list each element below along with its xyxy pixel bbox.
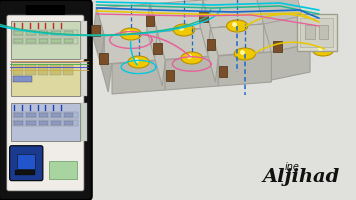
FancyBboxPatch shape — [26, 5, 65, 15]
FancyBboxPatch shape — [50, 65, 61, 75]
FancyBboxPatch shape — [63, 65, 73, 75]
FancyBboxPatch shape — [305, 25, 315, 39]
FancyBboxPatch shape — [12, 30, 78, 36]
FancyBboxPatch shape — [39, 121, 48, 125]
FancyBboxPatch shape — [91, 24, 100, 36]
FancyBboxPatch shape — [11, 62, 80, 96]
Polygon shape — [96, 4, 157, 36]
FancyBboxPatch shape — [39, 39, 48, 43]
FancyBboxPatch shape — [51, 31, 61, 35]
FancyBboxPatch shape — [14, 113, 23, 117]
FancyBboxPatch shape — [12, 112, 78, 118]
FancyBboxPatch shape — [64, 113, 73, 117]
Polygon shape — [256, 0, 302, 24]
Ellipse shape — [305, 16, 326, 28]
FancyBboxPatch shape — [26, 121, 36, 125]
Polygon shape — [208, 28, 218, 82]
FancyBboxPatch shape — [0, 110, 3, 128]
FancyBboxPatch shape — [12, 76, 32, 82]
Ellipse shape — [173, 24, 195, 36]
FancyBboxPatch shape — [12, 38, 78, 44]
FancyBboxPatch shape — [166, 70, 174, 80]
Text: ine: ine — [285, 162, 300, 172]
FancyBboxPatch shape — [273, 40, 282, 51]
FancyBboxPatch shape — [39, 113, 48, 117]
Polygon shape — [203, 0, 264, 28]
FancyBboxPatch shape — [26, 31, 36, 35]
Polygon shape — [104, 32, 157, 64]
Polygon shape — [264, 16, 310, 52]
Polygon shape — [112, 60, 165, 94]
FancyBboxPatch shape — [300, 18, 333, 47]
FancyBboxPatch shape — [64, 39, 73, 43]
Polygon shape — [218, 52, 271, 86]
FancyBboxPatch shape — [81, 103, 87, 141]
Ellipse shape — [313, 44, 334, 56]
FancyBboxPatch shape — [49, 161, 77, 179]
Polygon shape — [157, 28, 218, 60]
FancyBboxPatch shape — [38, 65, 48, 75]
Ellipse shape — [234, 48, 256, 60]
FancyBboxPatch shape — [0, 50, 3, 68]
Ellipse shape — [128, 56, 149, 68]
FancyBboxPatch shape — [39, 31, 48, 35]
Polygon shape — [100, 36, 112, 92]
Polygon shape — [150, 0, 210, 32]
FancyBboxPatch shape — [199, 11, 208, 22]
FancyBboxPatch shape — [64, 31, 73, 35]
Text: Aljihad: Aljihad — [263, 168, 340, 186]
FancyBboxPatch shape — [14, 121, 23, 125]
Polygon shape — [271, 44, 310, 80]
FancyBboxPatch shape — [64, 121, 73, 125]
FancyBboxPatch shape — [14, 31, 23, 35]
FancyBboxPatch shape — [206, 39, 215, 50]
FancyBboxPatch shape — [26, 39, 36, 43]
FancyBboxPatch shape — [81, 62, 87, 96]
Polygon shape — [157, 28, 210, 60]
Ellipse shape — [181, 52, 202, 64]
FancyBboxPatch shape — [17, 154, 35, 169]
FancyBboxPatch shape — [297, 14, 337, 51]
FancyBboxPatch shape — [99, 52, 108, 64]
FancyBboxPatch shape — [319, 25, 328, 39]
Ellipse shape — [226, 20, 248, 32]
Polygon shape — [147, 4, 157, 58]
Polygon shape — [210, 24, 271, 56]
FancyBboxPatch shape — [10, 146, 43, 181]
Polygon shape — [104, 32, 165, 64]
FancyBboxPatch shape — [25, 65, 36, 75]
FancyBboxPatch shape — [51, 121, 61, 125]
FancyBboxPatch shape — [153, 43, 162, 54]
Polygon shape — [210, 24, 264, 56]
FancyBboxPatch shape — [146, 15, 155, 26]
FancyBboxPatch shape — [11, 21, 80, 59]
FancyBboxPatch shape — [0, 0, 92, 200]
Polygon shape — [93, 8, 104, 64]
FancyBboxPatch shape — [51, 113, 61, 117]
FancyBboxPatch shape — [0, 80, 3, 98]
FancyBboxPatch shape — [81, 21, 87, 59]
Polygon shape — [155, 32, 165, 86]
FancyBboxPatch shape — [11, 103, 80, 141]
FancyBboxPatch shape — [26, 113, 36, 117]
FancyBboxPatch shape — [12, 65, 23, 75]
FancyBboxPatch shape — [12, 120, 78, 126]
FancyBboxPatch shape — [15, 170, 35, 175]
Polygon shape — [200, 0, 210, 54]
FancyBboxPatch shape — [7, 15, 84, 191]
FancyBboxPatch shape — [219, 66, 227, 76]
Ellipse shape — [120, 28, 141, 40]
Polygon shape — [165, 56, 218, 90]
FancyBboxPatch shape — [14, 39, 23, 43]
FancyBboxPatch shape — [51, 39, 61, 43]
